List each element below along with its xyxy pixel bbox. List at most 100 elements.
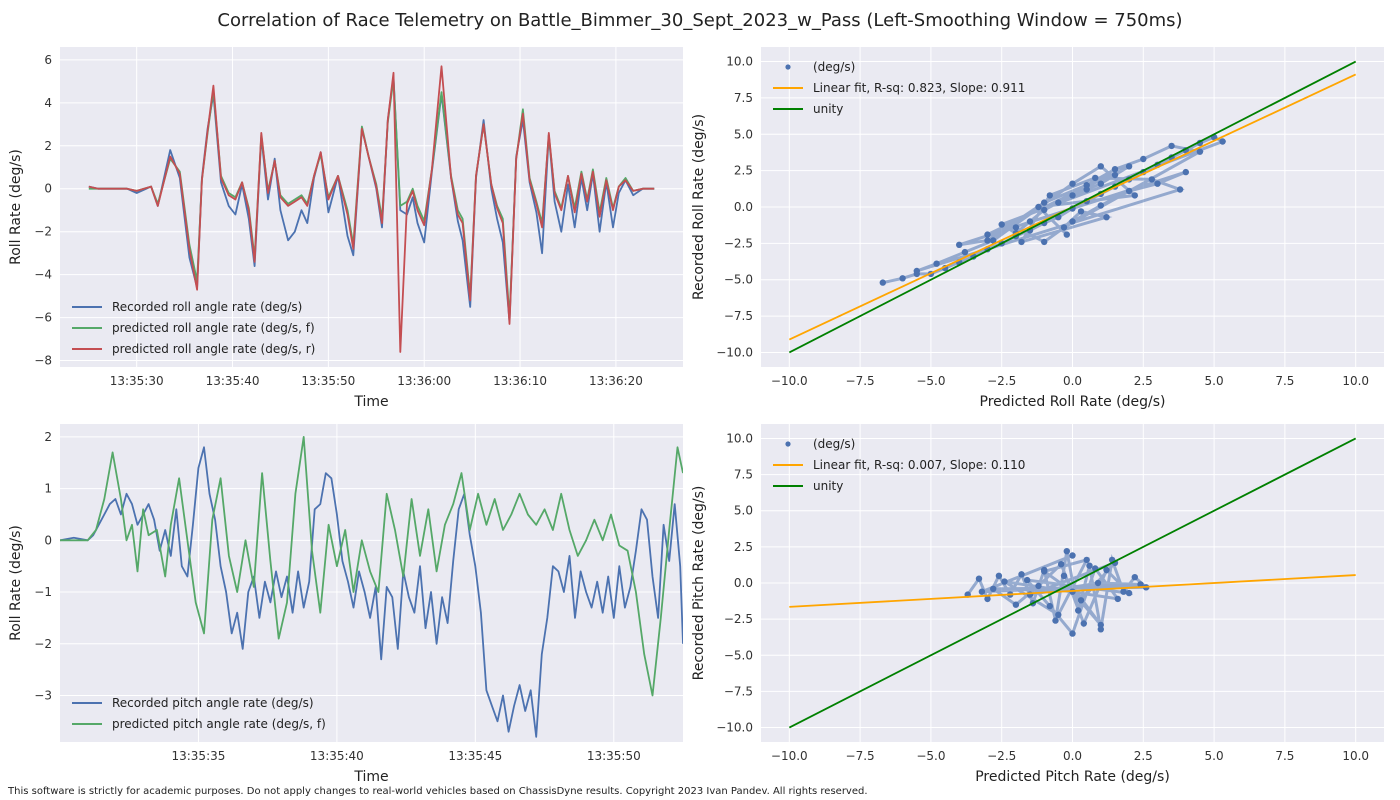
y-tick-label: −3 xyxy=(34,688,52,702)
y-tick-label: −10.0 xyxy=(716,721,753,735)
x-tick-label: 7.5 xyxy=(1275,749,1294,763)
legend: Recorded roll angle rate (deg/s) predicte… xyxy=(72,300,315,356)
x-tick-label: 5.0 xyxy=(1205,374,1224,388)
y-axis-label: Recorded Roll Rate (deg/s) xyxy=(691,114,707,300)
y-tick-label: −7.5 xyxy=(724,684,753,698)
series-line-3 xyxy=(88,65,655,353)
legend: (deg/s) Linear fit, R-sq: 0.007, Slope: 0… xyxy=(773,437,1025,493)
x-tick-label: 13:36:20 xyxy=(589,374,643,388)
linear-fit-line xyxy=(789,574,1356,608)
y-tick-label: −5.0 xyxy=(724,648,753,662)
x-tick-label: 13:36:00 xyxy=(397,374,451,388)
legend-label: predicted roll angle rate (deg/s, r) xyxy=(112,342,315,356)
footer-disclaimer: This software is strictly for academic p… xyxy=(8,786,868,797)
data-layer xyxy=(788,437,1357,729)
x-tick-label: 13:35:45 xyxy=(448,749,502,763)
y-tick-label: 0.0 xyxy=(734,576,753,590)
y-tick-label: −10.0 xyxy=(716,345,753,359)
legend-swatch xyxy=(785,441,791,447)
y-axis-label: Roll Rate (deg/s) xyxy=(8,149,24,265)
y-tick-label: 7.5 xyxy=(734,468,753,482)
legend: (deg/s) Linear fit, R-sq: 0.823, Slope: 0… xyxy=(773,60,1025,116)
y-tick-label: 5.0 xyxy=(734,127,753,141)
x-axis-label: Predicted Roll Rate (deg/s) xyxy=(980,394,1166,410)
figure-title: Correlation of Race Telemetry on Battle_… xyxy=(217,10,1183,31)
y-tick-label: 2 xyxy=(44,430,52,444)
x-tick-label: 10.0 xyxy=(1342,749,1369,763)
x-tick-label: −5.0 xyxy=(916,749,945,763)
y-tick-label: −5.0 xyxy=(724,273,753,287)
x-tick-label: 0.0 xyxy=(1063,749,1082,763)
legend-label: predicted roll angle rate (deg/s, f) xyxy=(112,321,315,335)
y-tick-label: −2 xyxy=(34,637,52,651)
data-layer xyxy=(788,60,1357,354)
x-tick-label: −5.0 xyxy=(916,374,945,388)
y-tick-label: −6 xyxy=(34,311,52,325)
y-tick-label: 10.0 xyxy=(726,431,753,445)
y-tick-label: 7.5 xyxy=(734,91,753,105)
series-line-2 xyxy=(60,435,683,697)
legend-label: (deg/s) xyxy=(813,437,855,451)
x-tick-label: 0.0 xyxy=(1063,374,1082,388)
x-tick-label: −10.0 xyxy=(771,749,808,763)
legend-label: predicted pitch angle rate (deg/s, f) xyxy=(112,717,326,731)
plot-area xyxy=(60,424,683,742)
legend-label: (deg/s) xyxy=(813,60,855,74)
x-tick-label: 13:35:50 xyxy=(301,374,355,388)
legend-label: Linear fit, R-sq: 0.823, Slope: 0.911 xyxy=(813,81,1025,95)
x-tick-label: 13:36:10 xyxy=(493,374,547,388)
pitch-scatter-panel: −10.0 −7.5 −5.0 −2.5 0.0 2.5 5.0 7.5 10.0 −10.0 −7… xyxy=(691,424,1384,785)
y-tick-label: 0 xyxy=(44,182,52,196)
y-tick-label: −1 xyxy=(34,585,52,599)
x-tick-label: −2.5 xyxy=(987,374,1016,388)
y-tick-label: 10.0 xyxy=(726,55,753,69)
x-tick-label: 13:35:30 xyxy=(110,374,164,388)
scatter-trace xyxy=(966,550,1150,637)
x-axis-label: Predicted Pitch Rate (deg/s) xyxy=(975,769,1170,785)
x-tick-label: 10.0 xyxy=(1342,374,1369,388)
y-axis-label: Recorded Pitch Rate (deg/s) xyxy=(691,486,707,681)
y-tick-label: 2 xyxy=(44,139,52,153)
y-tick-label: 4 xyxy=(44,96,52,110)
data-layer xyxy=(60,435,683,738)
y-tick-label: 2.5 xyxy=(734,540,753,554)
legend: Recorded pitch angle rate (deg/s) predict… xyxy=(72,696,326,731)
data-layer xyxy=(88,65,655,353)
x-tick-label: 13:35:40 xyxy=(310,749,364,763)
y-tick-label: −2.5 xyxy=(724,236,753,250)
roll-timeseries-panel: 13:35:30 13:35:40 13:35:50 13:36:00 13:36:10… xyxy=(8,47,683,410)
plot-area xyxy=(60,47,683,367)
x-tick-label: 13:35:35 xyxy=(171,749,225,763)
legend-label: Recorded pitch angle rate (deg/s) xyxy=(112,696,314,710)
y-tick-label: 0.0 xyxy=(734,200,753,214)
series-line-1 xyxy=(60,446,683,738)
y-tick-label: −4 xyxy=(34,268,52,282)
legend-label: unity xyxy=(813,479,843,493)
y-tick-label: 0 xyxy=(44,533,52,547)
x-tick-label: −7.5 xyxy=(846,374,875,388)
y-tick-label: 2.5 xyxy=(734,164,753,178)
x-tick-label: 2.5 xyxy=(1134,374,1153,388)
legend-label: unity xyxy=(813,102,843,116)
x-tick-label: 13:35:40 xyxy=(206,374,260,388)
x-axis-label: Time xyxy=(353,394,388,410)
unity-line xyxy=(788,437,1357,729)
x-tick-label: −10.0 xyxy=(771,374,808,388)
x-tick-label: −2.5 xyxy=(987,749,1016,763)
x-tick-label: 13:35:50 xyxy=(587,749,641,763)
x-axis-label: Time xyxy=(353,769,388,785)
legend-label: Linear fit, R-sq: 0.007, Slope: 0.110 xyxy=(813,458,1025,472)
x-tick-label: 2.5 xyxy=(1134,749,1153,763)
legend-swatch xyxy=(785,64,791,70)
y-tick-label: −2 xyxy=(34,225,52,239)
unity-line xyxy=(788,60,1357,354)
x-tick-label: 5.0 xyxy=(1205,749,1224,763)
y-axis-label: Roll Rate (deg/s) xyxy=(8,525,24,641)
y-tick-label: 1 xyxy=(44,482,52,496)
legend-label: Recorded roll angle rate (deg/s) xyxy=(112,300,302,314)
y-tick-label: 6 xyxy=(44,53,52,67)
x-tick-label: −7.5 xyxy=(846,749,875,763)
y-tick-label: −7.5 xyxy=(724,309,753,323)
roll-scatter-panel: −10.0 −7.5 −5.0 −2.5 0.0 2.5 5.0 7.5 10.0 −10.0 −7… xyxy=(691,47,1384,410)
